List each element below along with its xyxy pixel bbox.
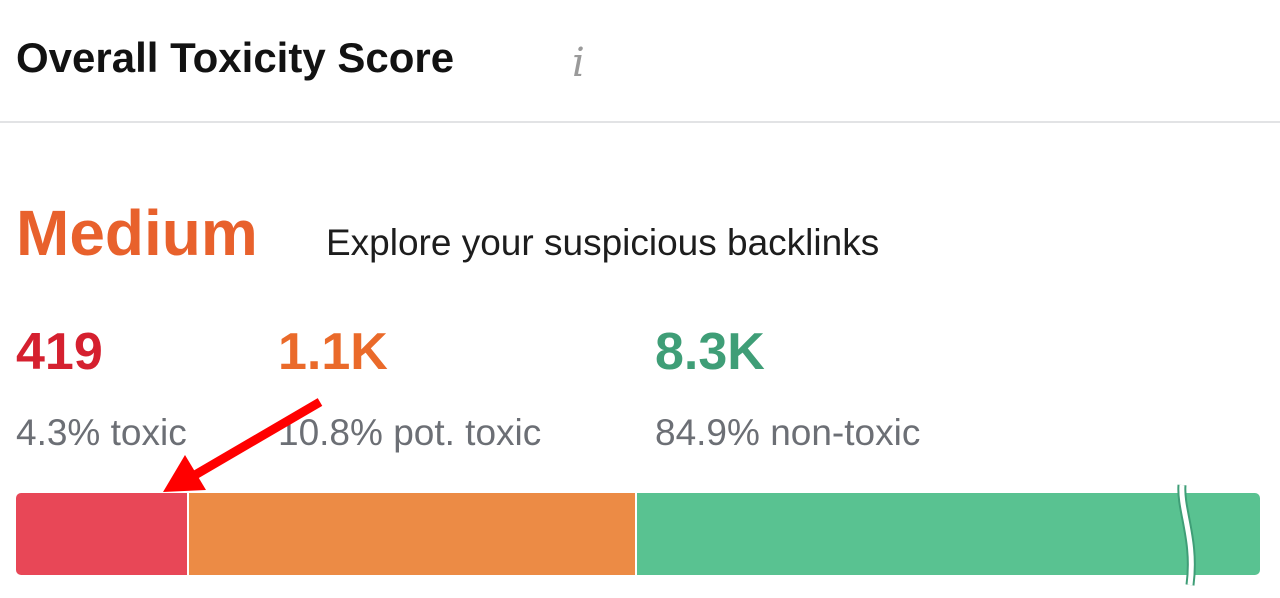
info-icon[interactable]: i	[572, 40, 585, 86]
non-toxic-percent: 84.9% non-toxic	[655, 412, 921, 453]
toxic-count[interactable]: 419	[16, 323, 103, 381]
non-toxic-bar-segment[interactable]	[637, 493, 1260, 575]
potentially-toxic-bar-segment[interactable]	[189, 493, 635, 575]
potentially-toxic-count[interactable]: 1.1K	[278, 323, 388, 381]
toxic-percent: 4.3% toxic	[16, 412, 187, 453]
non-toxic-count[interactable]: 8.3K	[655, 323, 765, 381]
scale-break-icon	[1177, 484, 1196, 586]
toxic-bar-segment[interactable]	[16, 493, 187, 575]
potentially-toxic-percent: 10.8% pot. toxic	[278, 412, 542, 453]
toxicity-level: Medium	[16, 197, 258, 269]
card-title: Overall Toxicity Score	[16, 34, 455, 81]
explore-backlinks-link[interactable]: Explore your suspicious backlinks	[326, 222, 880, 263]
divider	[0, 121, 1280, 123]
